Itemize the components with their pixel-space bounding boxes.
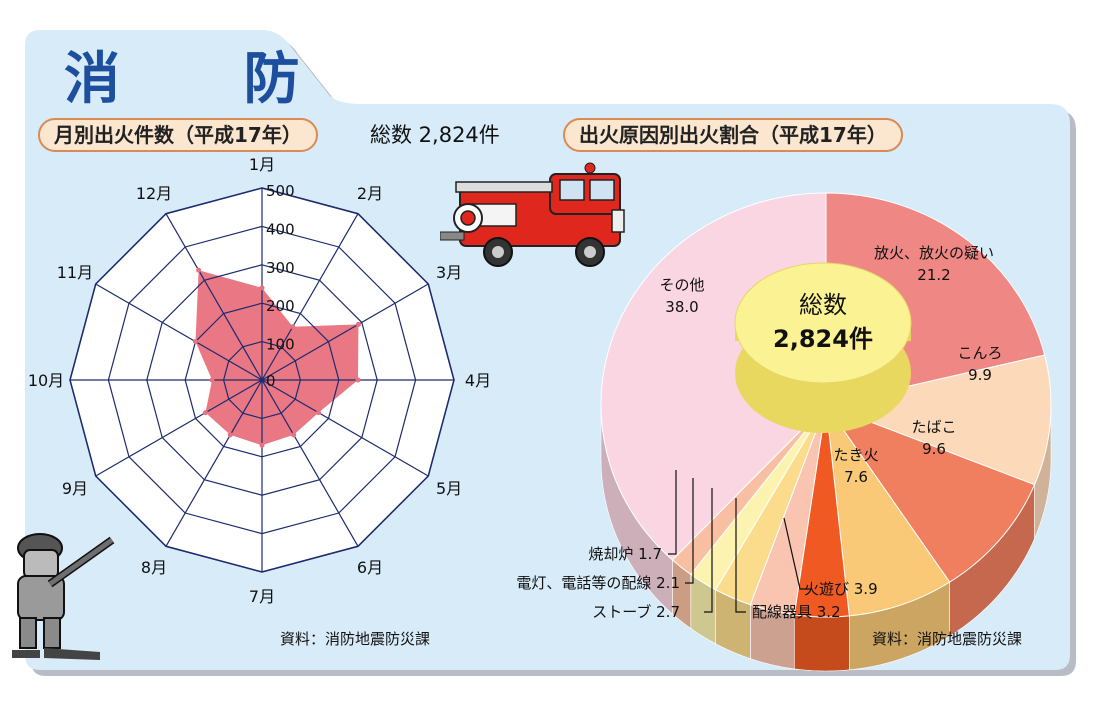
pie-source-note: 資料：消防地震防災課: [872, 630, 1023, 648]
pie-slice-label: 放火、放火の疑い: [874, 244, 994, 262]
radar-tick-label: 200: [266, 297, 295, 315]
radar-tick-label: 0: [266, 372, 276, 390]
pie-center-cylinder-top: [734, 262, 912, 384]
radar-tick-label: 500: [266, 182, 295, 200]
radar-source-note: 資料：消防地震防災課: [280, 630, 431, 648]
radar-data-point: [355, 377, 361, 383]
pie-center-label-value: 2,824件: [773, 325, 873, 353]
radar-tick-label: 300: [266, 259, 295, 277]
radar-data-point: [316, 410, 322, 416]
firefighter-icon: [12, 533, 115, 660]
pie-slice: [825, 404, 951, 617]
radar-data-point: [202, 410, 208, 416]
pie-slice-value: 38.0: [665, 298, 698, 316]
radar-data-point: [291, 432, 297, 438]
radar-month-label: 1月: [249, 155, 275, 174]
pie-callout-label: ストーブ 2.7: [592, 603, 680, 621]
radar-spoke: [261, 379, 429, 477]
radar-spoke: [261, 213, 359, 381]
radar-month-label: 6月: [357, 558, 383, 577]
radar-data-point: [209, 377, 215, 383]
fire-truck-icon: [440, 162, 625, 267]
radar-data-point: [192, 339, 198, 345]
radar-spoke: [165, 379, 263, 547]
total-count-label: 総数 2,824件: [370, 123, 500, 147]
radar-spoke: [165, 213, 263, 381]
radar-month-label: 2月: [357, 184, 383, 203]
pie-callout-label: 電灯、電話等の配線 2.1: [516, 574, 680, 592]
radar-month-label: 11月: [57, 263, 93, 282]
radar-month-label: 12月: [136, 184, 172, 203]
pie-chart-title: 出火原因別出火割合（平成17年）: [563, 118, 903, 152]
pie-callout-line: [685, 478, 694, 584]
radar-data-point: [196, 267, 202, 273]
pie-slice-value: 9.9: [968, 366, 992, 384]
radar-data-point: [259, 285, 265, 291]
radar-spoke: [95, 283, 263, 381]
radar-spoke: [261, 379, 359, 547]
page-title: 消 防: [64, 47, 352, 112]
pie-wall-segment: [793, 614, 850, 672]
pie-side-walls: [600, 404, 1052, 672]
radar-spoke: [95, 379, 263, 477]
pie-slice-value: 7.6: [844, 468, 868, 486]
pie-slice-value: 9.6: [922, 440, 946, 458]
radar-spoke: [261, 283, 429, 381]
radar-month-label: 9月: [62, 479, 88, 498]
pie-slice-label: こんろ: [957, 344, 1002, 362]
pie-center-label-title: 総数: [799, 291, 847, 319]
pie-callout-line: [783, 517, 810, 590]
pie-callout-label: 配線器具 3.2: [752, 603, 841, 621]
radar-month-label: 5月: [436, 479, 462, 498]
pie-callout-line: [668, 470, 677, 555]
radar-tick-label: 400: [266, 220, 295, 238]
pie-slice-label: その他: [659, 276, 704, 294]
radar-month-label: 10月: [28, 371, 64, 390]
radar-chart-title: 月別出火件数（平成17年）: [38, 118, 318, 152]
pie-callout-label: 火遊び 3.9: [804, 580, 878, 598]
radar-tick-label: 100: [266, 336, 295, 354]
radar-month-label: 8月: [141, 558, 167, 577]
radar-month-label: 3月: [436, 263, 462, 282]
radar-data-area: [195, 270, 359, 446]
radar-month-label: 4月: [465, 371, 491, 390]
radar-data-point: [227, 432, 233, 438]
pie-slice-label: たき火: [833, 446, 878, 464]
pie-slice-value: 21.2: [917, 266, 950, 284]
radar-data-point: [355, 321, 361, 327]
radar-data-point: [290, 324, 296, 330]
radar-data-point: [259, 442, 265, 448]
pie-slice: [824, 354, 1052, 486]
pie-callout-line: [704, 488, 713, 613]
pie-slice-label: たばこ: [911, 418, 956, 436]
radar-month-label: 7月: [249, 587, 275, 606]
pie-callout-line: [735, 498, 746, 613]
pie-callout-label: 焼却炉 1.7: [588, 545, 662, 563]
pie-slice: [824, 403, 1036, 583]
